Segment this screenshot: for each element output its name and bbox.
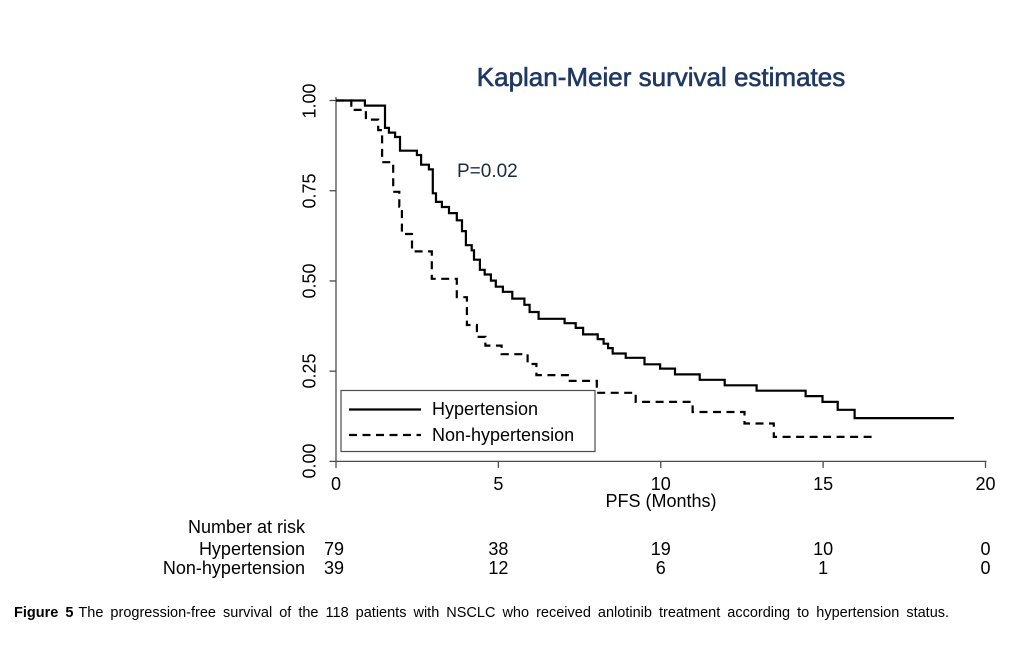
figure-caption: Figure 5 The progression-free survival of… (14, 605, 1014, 622)
risk-row-label-hypertension: Hypertension (198, 539, 305, 559)
figure-caption-label: Figure 5 (14, 605, 74, 621)
risk-count: 6 (655, 558, 666, 578)
y-tick-label: 0.50 (299, 263, 320, 299)
x-tick-label: 20 (975, 474, 996, 494)
risk-count: 19 (650, 539, 671, 559)
risk-count: 0 (980, 539, 991, 559)
y-tick-label: 0.75 (299, 173, 320, 209)
x-axis-title: PFS (Months) (605, 491, 717, 511)
risk-count: 12 (488, 558, 509, 578)
risk-count: 38 (488, 539, 509, 559)
x-tick-label: 0 (330, 474, 342, 494)
risk-count: 79 (323, 539, 345, 559)
risk-row-label-non-hypertension: Non-hypertension (162, 558, 305, 578)
x-tick-label: 15 (813, 474, 834, 494)
chart-title: Kaplan-Meier survival estimates (476, 62, 846, 93)
y-tick-label: 0.25 (299, 353, 320, 389)
figure-caption-text: The progression-free survival of the 118… (78, 605, 950, 621)
risk-count: 1 (818, 558, 829, 578)
survival-curve-hypertension (336, 99, 954, 420)
risk-count: 39 (323, 558, 345, 578)
legend-box (340, 389, 596, 453)
legend-label-non-hypertension: Non-hypertension (432, 425, 575, 445)
risk-count: 10 (813, 539, 834, 559)
y-tick-label: 0.00 (299, 443, 320, 479)
x-tick-label: 10 (650, 474, 671, 494)
survival-curve-non-hypertension (336, 99, 872, 438)
x-tick-label: 5 (493, 474, 504, 494)
y-tick-label: 1.00 (299, 82, 320, 119)
risk-count: 0 (980, 558, 991, 578)
pvalue-annotation: P=0.02 (457, 161, 518, 182)
legend-label-hypertension: Hypertension (432, 399, 539, 419)
risk-table-header: Number at risk (187, 517, 305, 537)
